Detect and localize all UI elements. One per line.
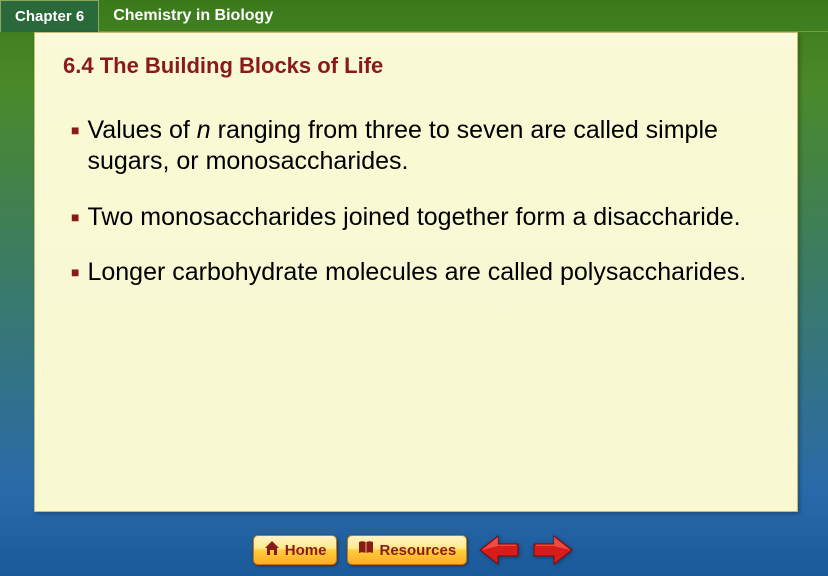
bullet-item: ■ Longer carbohydrate molecules are call… (63, 257, 769, 288)
bullet-text: Two monosaccharides joined together form… (87, 202, 769, 233)
bullet-text: Longer carbohydrate molecules are called… (87, 257, 769, 288)
bullet-text-em: n (197, 116, 211, 144)
chapter-title: Chemistry in Biology (99, 0, 828, 32)
header-bar: Chapter 6 Chemistry in Biology (0, 0, 828, 32)
resources-button[interactable]: Resources (347, 535, 467, 565)
bullet-text: Values of n ranging from three to seven … (87, 115, 769, 178)
bullet-item: ■ Two monosaccharides joined together fo… (63, 202, 769, 233)
chapter-title-text: Chemistry in Biology (113, 7, 273, 24)
bullet-icon: ■ (71, 209, 79, 225)
bullet-text-pre: Two monosaccharides joined together form… (87, 203, 740, 231)
prev-button[interactable] (477, 532, 521, 568)
book-icon (358, 541, 374, 559)
section-title: 6.4 The Building Blocks of Life (63, 53, 769, 79)
resources-label: Resources (379, 542, 456, 559)
bullet-icon: ■ (71, 122, 79, 138)
bullet-icon: ■ (71, 264, 79, 280)
bottom-nav: Home Resources (0, 532, 828, 568)
home-label: Home (285, 542, 327, 559)
arrow-right-icon (532, 534, 574, 566)
arrow-left-icon (478, 534, 520, 566)
content-panel: 6.4 The Building Blocks of Life ■ Values… (34, 32, 798, 512)
home-icon (264, 541, 280, 559)
next-button[interactable] (531, 532, 575, 568)
bullet-item: ■ Values of n ranging from three to seve… (63, 115, 769, 178)
chapter-label: Chapter 6 (15, 8, 84, 25)
bullet-text-pre: Longer carbohydrate molecules are called… (87, 258, 746, 286)
chapter-tab: Chapter 6 (0, 0, 99, 32)
home-button[interactable]: Home (253, 535, 338, 565)
bullet-text-pre: Values of (87, 116, 196, 144)
